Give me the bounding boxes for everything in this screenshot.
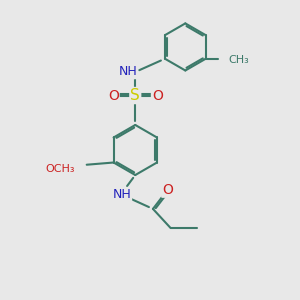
Text: NH: NH xyxy=(113,188,131,201)
Text: O: O xyxy=(162,183,173,197)
Text: CH₃: CH₃ xyxy=(228,55,249,65)
Text: O: O xyxy=(108,88,118,103)
Text: NH: NH xyxy=(118,65,137,79)
Text: O: O xyxy=(152,88,163,103)
Text: S: S xyxy=(130,88,140,103)
Text: H: H xyxy=(127,67,135,77)
Text: OCH₃: OCH₃ xyxy=(45,164,75,174)
Text: N: N xyxy=(125,65,135,79)
